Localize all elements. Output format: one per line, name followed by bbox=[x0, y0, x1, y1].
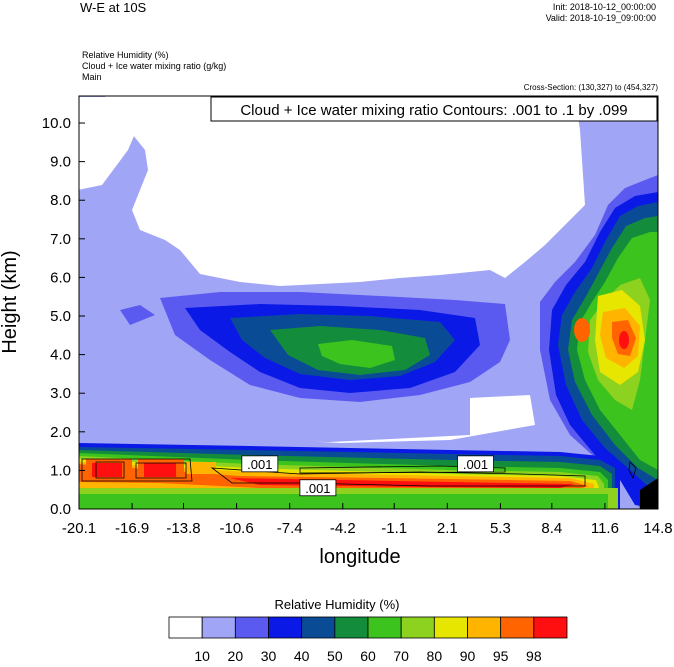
rh-surface-70 bbox=[79, 494, 608, 509]
colorbar-label: 98 bbox=[526, 648, 542, 664]
contour-label-box bbox=[457, 455, 494, 473]
y-tick-label: 3.0 bbox=[50, 385, 71, 402]
x-axis: -20.1 -16.9 -13.8 -10.6 -7.4 -4.2 -1.1 2.1 5.3 8.… bbox=[62, 503, 673, 537]
y-tick-label: 8.0 bbox=[50, 192, 71, 209]
chart-title-frame bbox=[210, 96, 658, 122]
colorbar-label: 20 bbox=[228, 648, 244, 664]
x-tick-label: -4.2 bbox=[330, 520, 356, 537]
contour-labels: .001 .001 .001 bbox=[241, 455, 494, 497]
contour-label-box bbox=[241, 455, 279, 473]
chart-title-box: Cloud + Ice water mixing ratio Contours:… bbox=[210, 96, 658, 122]
colorbar-swatch bbox=[367, 616, 402, 639]
colorbar-label: 95 bbox=[493, 648, 509, 664]
colorbar: 10 20 30 40 50 60 70 80 90 95 98 bbox=[168, 616, 568, 664]
y-tick-label: 6.0 bbox=[50, 269, 71, 286]
colorbar-swatch bbox=[400, 616, 435, 639]
contour-label-box bbox=[299, 479, 337, 497]
plot-frame bbox=[78, 95, 659, 510]
y-tick-label: 1.0 bbox=[50, 462, 71, 479]
rh-dry-region-left bbox=[79, 97, 140, 190]
colorbar-title: Relative Humidity (%) bbox=[274, 597, 400, 612]
x-tick-label: -10.6 bbox=[220, 520, 254, 537]
cloud-contour-west-inner-a bbox=[95, 461, 125, 479]
x-tick-label: 11.6 bbox=[591, 520, 619, 537]
field-label-rh: Relative Humidity (%) bbox=[82, 50, 169, 60]
cloud-contour-upper bbox=[299, 465, 506, 474]
colorbar-swatch bbox=[433, 616, 468, 639]
rh-bl-patch-d bbox=[144, 463, 176, 477]
x-tick-label: -16.9 bbox=[115, 520, 149, 537]
rh-east-98b bbox=[574, 318, 590, 342]
x-tick-label: 2.1 bbox=[437, 520, 458, 537]
colorbar-swatch bbox=[467, 616, 502, 639]
x-tick-label: -13.8 bbox=[166, 520, 200, 537]
colorbar-label: 50 bbox=[327, 648, 343, 664]
chart-title: Cloud + Ice water mixing ratio Contours:… bbox=[240, 102, 627, 119]
colorbar-swatch bbox=[168, 616, 203, 639]
colorbar-swatch bbox=[234, 616, 269, 639]
colorbar-swatch bbox=[201, 616, 236, 639]
colorbar-label: 30 bbox=[261, 648, 277, 664]
x-tick-label: 8.4 bbox=[541, 520, 562, 537]
contour-label: .001 bbox=[463, 457, 488, 472]
colorbar-label: 70 bbox=[393, 648, 409, 664]
colorbar-swatch bbox=[533, 616, 568, 639]
rh-bl-patch-b bbox=[92, 463, 122, 477]
colorbar-swatch bbox=[268, 616, 303, 639]
rh-70-region bbox=[318, 340, 395, 368]
x-tick-label: -20.1 bbox=[62, 520, 96, 537]
init-time: Init: 2018-10-12_00:00:00 bbox=[552, 2, 656, 12]
plot-title: W-E at 10S bbox=[80, 0, 147, 15]
y-tick-label: 5.0 bbox=[50, 308, 71, 325]
cross-section-label: Cross-Section: (130,327) to (454,327) bbox=[523, 83, 658, 92]
colorbar-swatch bbox=[334, 616, 369, 639]
valid-time: Valid: 2018-10-19_09:00:00 bbox=[545, 13, 656, 23]
rh-dry-region-upper bbox=[105, 96, 585, 286]
rh-30-patch bbox=[120, 305, 155, 325]
colorbar-label: 80 bbox=[427, 648, 443, 664]
y-tick-label: 9.0 bbox=[50, 154, 71, 171]
rh-field bbox=[79, 96, 658, 509]
rh-bl-patch-e bbox=[186, 462, 216, 474]
cloud-contour-east bbox=[628, 461, 637, 480]
terrain bbox=[640, 478, 658, 509]
y-tick-label: 2.0 bbox=[50, 424, 71, 441]
cloud-contour-west-inner-b bbox=[135, 462, 187, 479]
y-axis: 0.0 1.0 2.0 3.0 4.0 5.0 6.0 7.0 8.0 9.0 10.0 bbox=[42, 115, 85, 518]
cloud-contours bbox=[81, 458, 637, 487]
field-label-cloud: Cloud + Ice water mixing ratio (g/kg) bbox=[82, 61, 227, 71]
x-tick-label: 14.8 bbox=[643, 520, 672, 537]
cloud-contour-west bbox=[81, 458, 193, 482]
colorbar-label: 10 bbox=[194, 648, 210, 664]
colorbar-swatch bbox=[301, 616, 336, 639]
colorbar-label: 60 bbox=[360, 648, 376, 664]
field-label-main: Main bbox=[82, 72, 102, 82]
colorbar-label: 90 bbox=[460, 648, 476, 664]
x-tick-label: -7.4 bbox=[277, 520, 303, 537]
y-axis-label: Height (km) bbox=[0, 250, 21, 353]
contour-label: .001 bbox=[305, 481, 330, 496]
y-tick-label: 7.0 bbox=[50, 231, 71, 248]
y-tick-label: 4.0 bbox=[50, 347, 71, 364]
colorbar-label: 40 bbox=[294, 648, 310, 664]
contour-label: .001 bbox=[247, 457, 272, 472]
x-axis-label: longitude bbox=[319, 546, 400, 568]
x-tick-label: 5.3 bbox=[490, 520, 511, 537]
colorbar-swatch bbox=[500, 616, 535, 639]
y-tick-label: 10.0 bbox=[42, 115, 71, 132]
rh-east-100 bbox=[619, 331, 629, 349]
x-tick-label: -1.1 bbox=[381, 520, 407, 537]
y-tick-label: 0.0 bbox=[50, 501, 71, 518]
